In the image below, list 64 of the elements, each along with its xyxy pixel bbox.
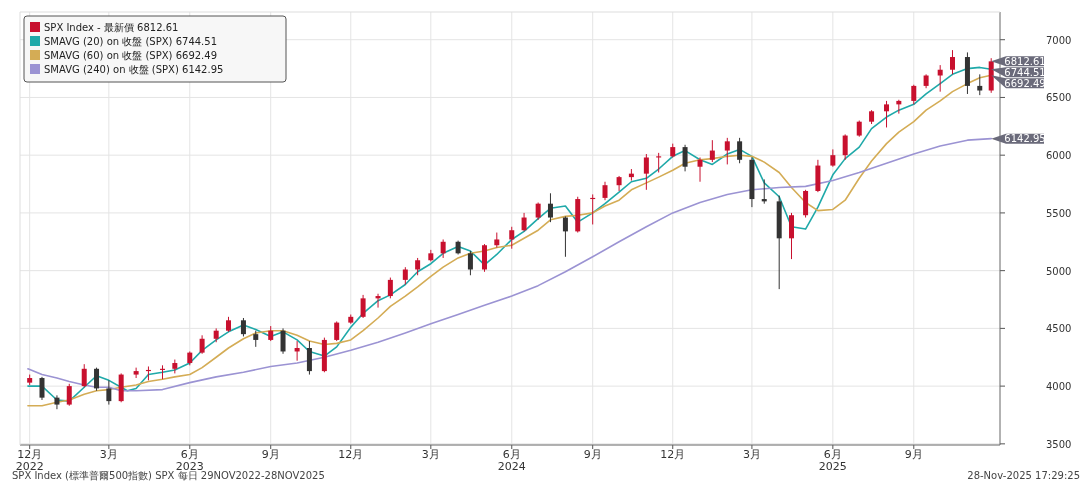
candlestick (440, 238, 446, 259)
x-tick-label: 12月 (338, 448, 364, 461)
candlestick (334, 320, 340, 342)
y-tick-label: 5500 (1046, 207, 1072, 219)
y-tick-label: 5000 (1046, 265, 1072, 277)
candlestick (280, 327, 286, 355)
candlestick (950, 49, 955, 75)
candlestick (387, 277, 393, 299)
candlestick (737, 137, 743, 164)
y-tick-label: 6500 (1046, 92, 1072, 104)
candlestick (81, 363, 87, 388)
candlestick (39, 376, 45, 401)
candlestick (697, 156, 703, 183)
candlestick (306, 340, 312, 376)
candlestick (937, 64, 943, 93)
text: SPX Index (標準普爾500指數) SPX 每日 29NOV2022-28NOV2025 (12, 470, 325, 481)
legend-label: SMAVG (20) on 收盤 (SPX) 6744.51 (44, 36, 218, 47)
candlestick (977, 73, 983, 96)
candlestick (467, 250, 473, 276)
y-tick-label: 4000 (1046, 381, 1072, 393)
x-tick-label: 6月 2024 (497, 448, 526, 473)
candlestick (106, 379, 112, 406)
candlestick (616, 175, 622, 192)
candlestick (682, 144, 688, 172)
candlestick (360, 294, 366, 319)
x-tick-label: 9月 (583, 448, 602, 461)
candlestick (842, 133, 848, 161)
x-tick-label: 6月 2025 (818, 448, 847, 473)
x-tick-label: 3月 (742, 448, 761, 461)
candlestick (709, 139, 715, 163)
candlestick (789, 212, 795, 260)
x-tick-label: 9月 (904, 448, 923, 461)
legend-label: SMAVG (240) on 收盤 (SPX) 6142.95 (44, 64, 224, 75)
y-tick-label: 3500 (1046, 438, 1072, 450)
text: 28-Nov-2025 17:29:25 (967, 470, 1080, 481)
candlestick (724, 137, 730, 165)
candlestick (547, 192, 553, 223)
candlestick (643, 153, 649, 191)
annotation: 6692.49 (1004, 77, 1046, 89)
y-tick-label: 4500 (1046, 323, 1072, 335)
candlestick (602, 181, 608, 201)
annotation: 6812.61 (1004, 55, 1046, 67)
candlestick (240, 317, 246, 337)
candlestick (509, 226, 515, 250)
annotation: 6142.95 (1004, 133, 1046, 145)
candlestick (54, 394, 60, 410)
x-tick-label: 9月 (261, 448, 280, 461)
x-tick-label: 3月 (421, 448, 440, 461)
candlestick (94, 367, 100, 392)
x-tick-label: 3月 (99, 448, 118, 461)
candlestick (884, 100, 890, 128)
legend-label: SPX Index - 最新價 6812.61 (44, 22, 179, 33)
candlestick (133, 367, 139, 379)
candlestick (521, 212, 527, 232)
y-tick-label: 7000 (1046, 34, 1072, 46)
x-tick-label: 12月 (660, 448, 686, 461)
annotation: 6744.51 (1004, 66, 1046, 78)
x-tick-label: 12月 2022 (15, 448, 44, 473)
candlestick (562, 215, 568, 258)
candlestick (199, 334, 205, 355)
y-tick-label: 6000 (1046, 150, 1072, 162)
candlestick (66, 383, 72, 407)
legend-label: SMAVG (60) on 收盤 (SPX) 6692.49 (44, 50, 218, 61)
candlestick (911, 84, 917, 105)
